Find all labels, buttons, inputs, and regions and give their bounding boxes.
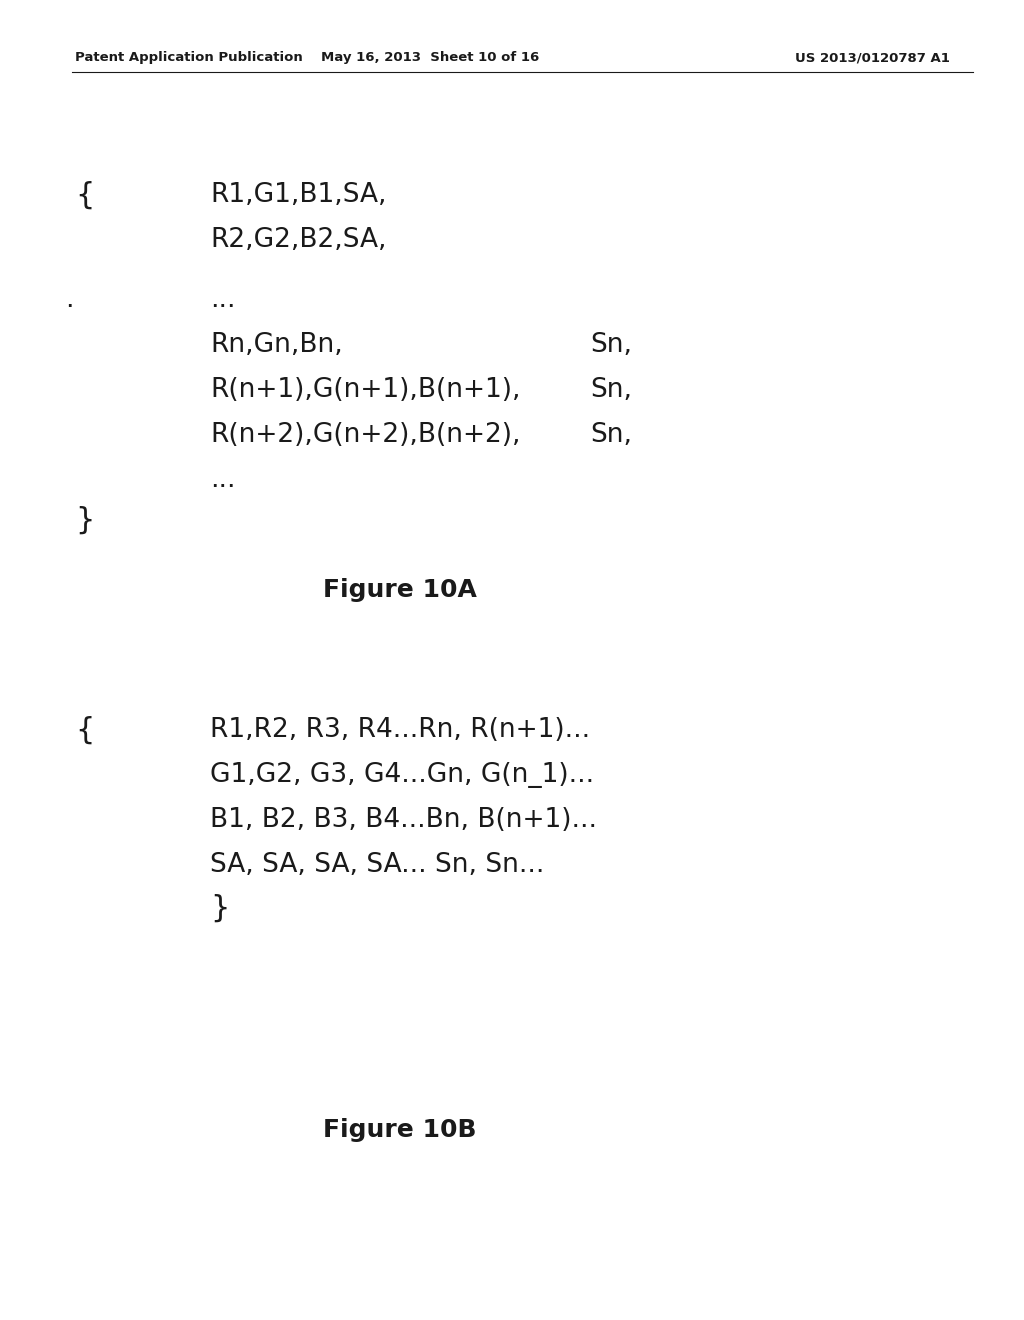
Text: Figure 10A: Figure 10A — [323, 578, 477, 602]
Text: Sn,: Sn, — [590, 422, 632, 447]
Text: R1,G1,B1,SA,: R1,G1,B1,SA, — [210, 182, 386, 209]
Text: }: } — [75, 506, 94, 535]
Text: R(n+1),G(n+1),B(n+1),: R(n+1),G(n+1),B(n+1), — [210, 378, 520, 403]
Text: SA, SA, SA, SA... Sn, Sn...: SA, SA, SA, SA... Sn, Sn... — [210, 851, 545, 878]
Text: Figure 10B: Figure 10B — [324, 1118, 477, 1142]
Text: R2,G2,B2,SA,: R2,G2,B2,SA, — [210, 227, 386, 253]
Text: Sn,: Sn, — [590, 378, 632, 403]
Text: {: { — [75, 715, 94, 744]
Text: Patent Application Publication: Patent Application Publication — [75, 51, 303, 65]
Text: R(n+2),G(n+2),B(n+2),: R(n+2),G(n+2),B(n+2), — [210, 422, 520, 447]
Text: {: { — [75, 181, 94, 210]
Text: US 2013/0120787 A1: US 2013/0120787 A1 — [795, 51, 950, 65]
Text: May 16, 2013  Sheet 10 of 16: May 16, 2013 Sheet 10 of 16 — [321, 51, 539, 65]
Text: R1,R2, R3, R4...Rn, R(n+1)...: R1,R2, R3, R4...Rn, R(n+1)... — [210, 717, 590, 743]
Text: G1,G2, G3, G4...Gn, G(n_1)...: G1,G2, G3, G4...Gn, G(n_1)... — [210, 762, 594, 788]
Text: B1, B2, B3, B4...Bn, B(n+1)...: B1, B2, B3, B4...Bn, B(n+1)... — [210, 807, 597, 833]
Text: ...: ... — [210, 286, 236, 313]
Text: .: . — [65, 286, 74, 313]
Text: Sn,: Sn, — [590, 333, 632, 358]
Text: }: } — [210, 894, 229, 923]
Text: Rn,Gn,Bn,: Rn,Gn,Bn, — [210, 333, 343, 358]
Text: ...: ... — [210, 467, 236, 492]
